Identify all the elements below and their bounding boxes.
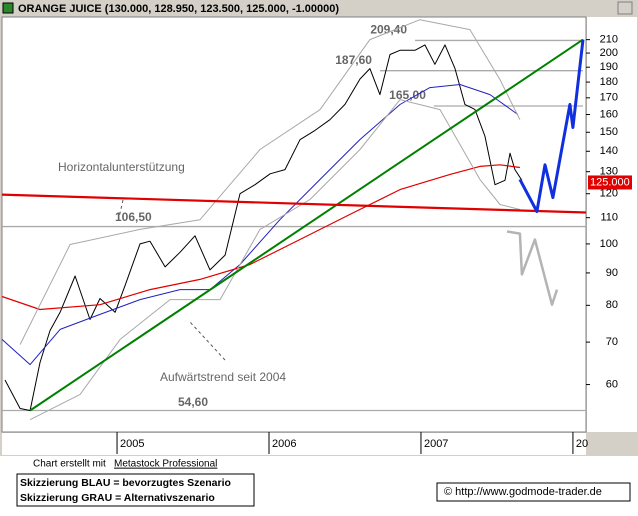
level-label: 106,50 xyxy=(115,210,152,224)
credit: Chart erstellt mit xyxy=(33,459,106,470)
y-tick-label: 160 xyxy=(600,108,618,120)
series-line xyxy=(1,164,520,311)
y-tick-label: 110 xyxy=(600,212,618,224)
annotation-pointer xyxy=(189,321,226,361)
legend-text: Skizzierung BLAU = bevorzugtes Szenario xyxy=(20,477,231,489)
y-tick-label: 130 xyxy=(600,166,618,178)
series-line xyxy=(4,44,523,411)
y-tick-label: 70 xyxy=(606,336,618,348)
series-line xyxy=(19,19,521,345)
annotation: Aufwärtstrend seit 2004 xyxy=(160,370,286,384)
series-line xyxy=(506,230,559,306)
y-tick-label: 100 xyxy=(600,238,618,250)
level-label: 187,60 xyxy=(335,53,372,67)
x-tick-label: 2006 xyxy=(272,438,296,450)
y-tick-label: 60 xyxy=(606,378,618,390)
series-line xyxy=(518,39,585,213)
copyright-box xyxy=(436,482,631,502)
y-tick-label: 80 xyxy=(606,299,618,311)
y-tick-label: 140 xyxy=(600,145,618,157)
window-button[interactable] xyxy=(617,1,633,15)
y-axis-area xyxy=(587,17,637,432)
y-tick-label: 120 xyxy=(600,188,618,200)
copyright[interactable]: © http://www.godmode-trader.de xyxy=(444,486,602,498)
y-tick-label: 200 xyxy=(600,47,618,59)
price-marker xyxy=(588,175,632,190)
chart-title: ORANGE JUICE (130.000, 128.950, 123.500,… xyxy=(18,3,339,15)
price-marker-label: 125.000 xyxy=(590,176,630,188)
x-tick-label: 2007 xyxy=(424,438,448,450)
series-line xyxy=(29,99,521,421)
legend-box xyxy=(16,473,255,507)
y-tick-label: 180 xyxy=(600,76,618,88)
annotation: Horizontalunterstützung xyxy=(58,160,185,174)
level-label: 209,40 xyxy=(370,23,407,37)
x-axis-area xyxy=(2,433,586,455)
level-label: 54,60 xyxy=(178,395,208,409)
y-tick-label: 170 xyxy=(600,92,618,104)
plot: 60 70 80 90 100 110 120 130 140 150 160 170 180 190 20… xyxy=(1,19,632,454)
x-tick-label: 20 xyxy=(576,438,588,450)
y-tick-label: 90 xyxy=(606,267,618,279)
series-line xyxy=(29,38,584,412)
legend-text: Skizzierung GRAU = Alternativszenario xyxy=(20,492,215,504)
y-tick-label: 150 xyxy=(600,126,618,138)
series-line xyxy=(1,84,519,366)
y-tick-label: 210 xyxy=(600,34,618,46)
level-label: 165,00 xyxy=(389,88,426,102)
window-icon xyxy=(2,2,14,14)
plot-area xyxy=(1,16,587,433)
x-tick-label: 2005 xyxy=(120,438,144,450)
series-line xyxy=(1,193,587,214)
y-tick-label: 190 xyxy=(600,61,618,73)
software-link[interactable]: Metastock Professional xyxy=(114,459,217,470)
annotation-pointer xyxy=(117,199,124,223)
